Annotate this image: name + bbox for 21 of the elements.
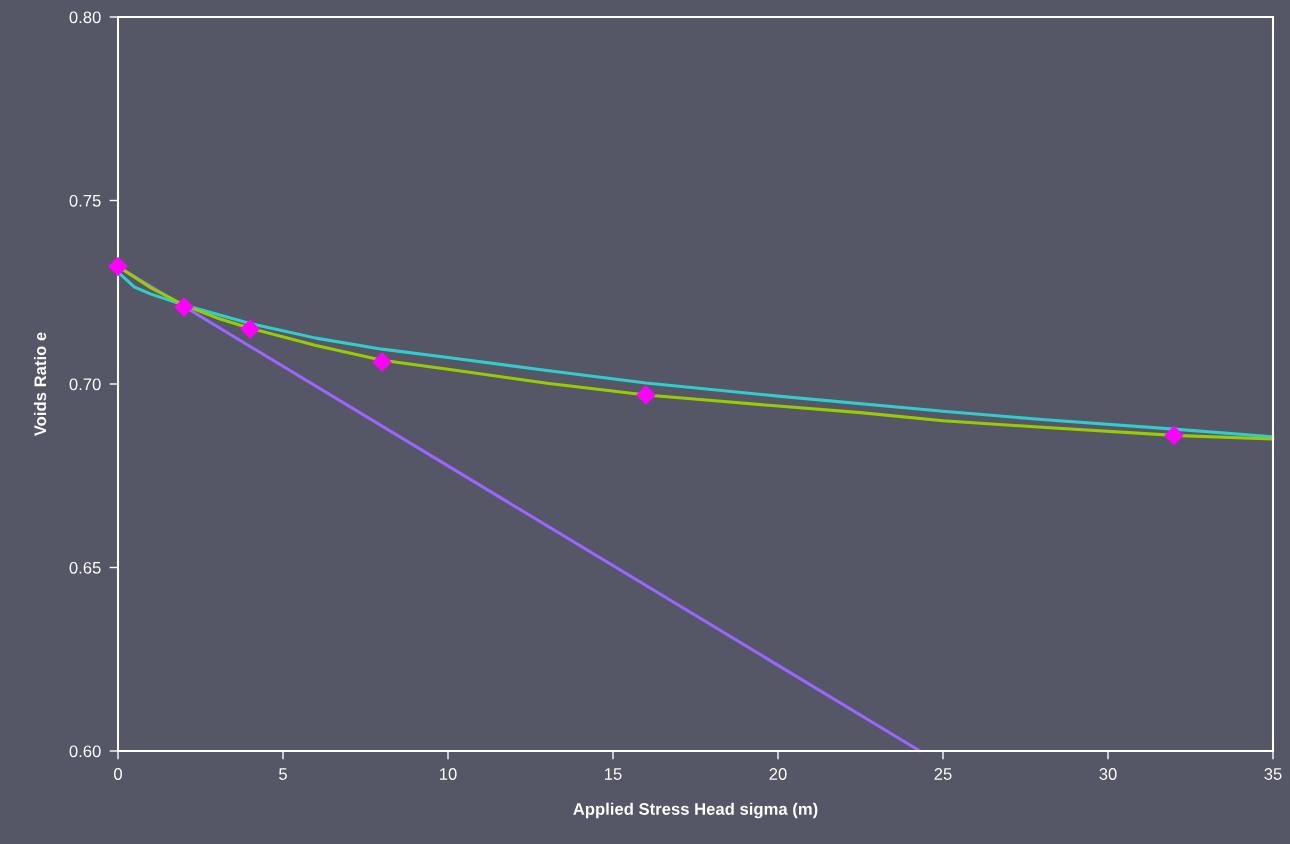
y-tick-label: 0.70 [69,378,101,391]
y-tick-label: 0.75 [69,194,101,207]
point [174,297,194,317]
x-axis-title: Applied Stress Head sigma (m) [573,802,818,819]
point [240,319,260,339]
x-tick-label: 0 [114,768,122,780]
x-tick-label: 20 [769,768,787,780]
point [372,352,392,372]
point [636,385,656,405]
x-tick-label: 10 [440,768,457,780]
x-tick-label: 5 [279,768,287,780]
point [1164,425,1184,445]
x-tick-label: 25 [934,768,952,780]
x-tick-label: 30 [1099,768,1117,780]
point [108,257,128,277]
y-tick-label: 0.60 [69,745,101,758]
x-tick-label: 35 [1264,768,1282,780]
y-tick-label: 0.80 [69,11,101,24]
y-tick-label: 0.65 [69,561,101,574]
x-tick-label: 15 [605,768,622,780]
y-axis-title: Voids Ratio e [33,332,47,437]
